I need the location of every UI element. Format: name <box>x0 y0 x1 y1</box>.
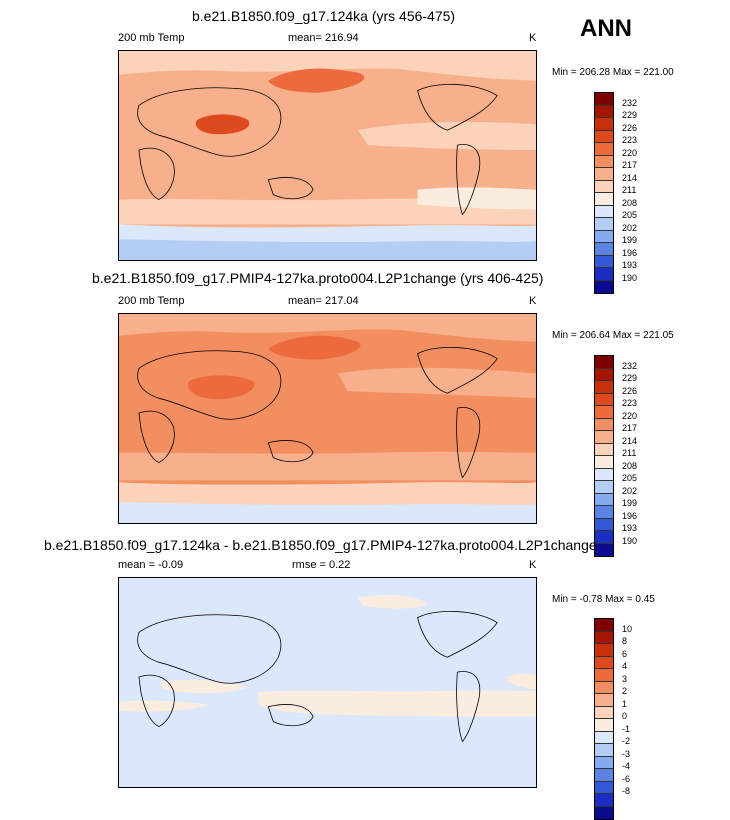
panel1-legend-label: 202 <box>622 223 638 233</box>
panel2-legend-label: 232 <box>622 361 638 371</box>
panel2-legend-label: 196 <box>622 511 638 521</box>
panel2-legend-label: 199 <box>622 498 638 508</box>
panel3-minmax: Min = -0.78 Max = 0.45 <box>552 594 655 605</box>
panel3-legend-label: 3 <box>622 674 628 684</box>
panel3-legend-label: -2 <box>622 736 631 746</box>
panel1-legend-label: 205 <box>622 210 638 220</box>
panel1-legend-label: 217 <box>622 160 638 170</box>
panel3-legend-label: 0 <box>622 711 628 721</box>
panel2-title: b.e21.B1850.f09_g17.PMIP4-127ka.proto004… <box>92 270 544 286</box>
panel2-colorbar <box>594 355 614 557</box>
panel3-mean-label: mean = -0.09 <box>118 559 184 571</box>
panel1-units: K <box>529 32 537 44</box>
panel3-legend-label: 2 <box>622 686 628 696</box>
panel2-mean-label: mean= 217.04 <box>288 295 359 307</box>
panel2-legend-label: 229 <box>622 373 638 383</box>
panel3-rmse-label: rmse = 0.22 <box>292 559 351 571</box>
panel1-title: b.e21.B1850.f09_g17.124ka (yrs 456-475) <box>192 8 456 24</box>
panel2-map <box>118 313 537 524</box>
panel1-legend-label: 232 <box>622 98 638 108</box>
panel2-legend-label: 214 <box>622 436 638 446</box>
panel1-legend-label: 199 <box>622 235 638 245</box>
panel3-legend-label: 6 <box>622 649 628 659</box>
panel2-legend-label: 205 <box>622 473 638 483</box>
panel1-legend-label: 226 <box>622 123 638 133</box>
panel3-legend-label: 8 <box>622 636 628 646</box>
panel1-mean-label: mean= 216.94 <box>288 32 359 44</box>
panel3-legend-label: -4 <box>622 761 631 771</box>
panel3-legend-label: 4 <box>622 661 628 671</box>
panel2-legend-label: 220 <box>622 411 638 421</box>
panel2-legend-label: 190 <box>622 536 638 546</box>
panel1-minmax: Min = 206.28 Max = 221.00 <box>552 67 674 78</box>
season-label: ANN <box>580 15 632 42</box>
panel1-legend-label: 190 <box>622 273 638 283</box>
panel2-legend-label: 223 <box>622 398 638 408</box>
panel1-legend-label: 220 <box>622 148 638 158</box>
panel1-legend-label: 193 <box>622 260 638 270</box>
panel3-units: K <box>529 559 537 571</box>
panel1-legend-label: 196 <box>622 248 638 258</box>
panel1-legend-label: 229 <box>622 110 638 120</box>
panel1-map <box>118 50 537 261</box>
panel2-legend-label: 193 <box>622 523 638 533</box>
panel3-colorbar <box>594 618 614 820</box>
panel1-legend-label: 208 <box>622 198 638 208</box>
panel1-colorbar <box>594 92 614 294</box>
panel2-variable-label: 200 mb Temp <box>118 295 185 307</box>
panel1-variable-label: 200 mb Temp <box>118 32 185 44</box>
panel3-legend-label: -8 <box>622 786 631 796</box>
panel2-legend-label: 217 <box>622 423 638 433</box>
panel3-legend-label: -1 <box>622 724 631 734</box>
panel1-legend-label: 223 <box>622 135 638 145</box>
panel3-map <box>118 577 537 788</box>
panel1-legend-label: 214 <box>622 173 638 183</box>
panel2-legend-label: 226 <box>622 386 638 396</box>
panel3-legend-label: 1 <box>622 699 628 709</box>
panel2-units: K <box>529 295 537 307</box>
panel3-title: b.e21.B1850.f09_g17.124ka - b.e21.B1850.… <box>44 537 597 553</box>
panel2-legend-label: 202 <box>622 486 638 496</box>
panel3-legend-label: 10 <box>622 624 633 634</box>
panel2-legend-label: 208 <box>622 461 638 471</box>
panel3-legend-label: -3 <box>622 749 631 759</box>
panel2-legend-label: 211 <box>622 448 637 458</box>
panel2-minmax: Min = 206.64 Max = 221.05 <box>552 330 674 341</box>
panel3-legend-label: -6 <box>622 774 631 784</box>
panel1-legend-label: 211 <box>622 185 637 195</box>
